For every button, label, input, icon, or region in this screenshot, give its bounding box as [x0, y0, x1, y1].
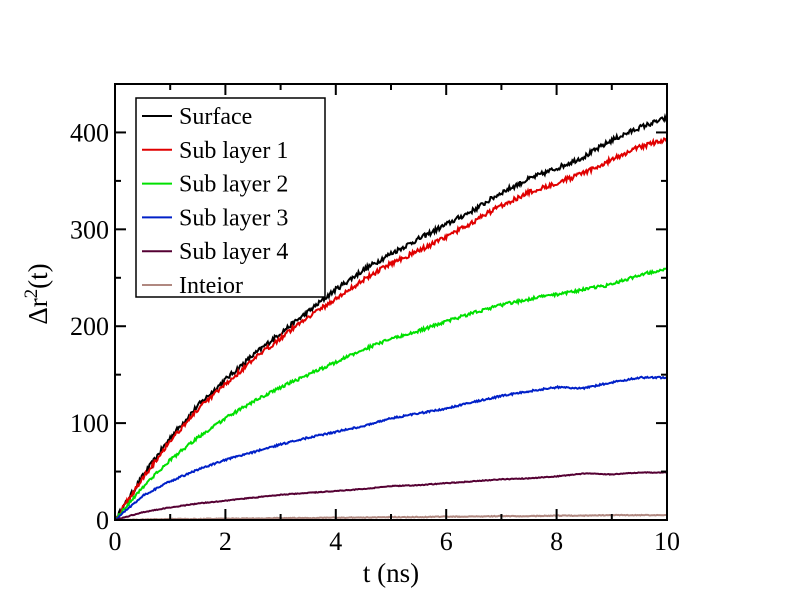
y-tick-label: 200	[70, 312, 109, 341]
x-tick-label: 2	[219, 527, 232, 556]
series-line-sub-layer-1	[114, 137, 668, 521]
x-tick-label: 6	[440, 527, 453, 556]
x-tick-label: 0	[109, 527, 122, 556]
x-axis-label: t (ns)	[363, 558, 419, 588]
legend-label-sub-layer-4: Sub layer 4	[179, 239, 288, 265]
series-line-sub-layer-3	[114, 375, 668, 521]
legend-label-sub-layer-2: Sub layer 2	[179, 172, 288, 198]
x-tick-label: 10	[654, 527, 680, 556]
legend-label-inteior: Inteior	[179, 273, 243, 299]
legend-box	[135, 97, 326, 298]
y-tick-label: 400	[70, 118, 109, 147]
legend-label-surface: Surface	[179, 104, 252, 130]
y-tick-label: 0	[96, 506, 109, 535]
legend-label-sub-layer-1: Sub layer 1	[179, 138, 288, 164]
x-tick-label: 8	[550, 527, 563, 556]
axis-ticks	[114, 84, 668, 521]
y-axis-label: Δr2(t)	[21, 263, 53, 324]
series-line-sub-layer-2	[114, 267, 668, 521]
y-tick-label: 300	[70, 215, 109, 244]
legend-label-sub-layer-3: Sub layer 3	[179, 205, 288, 231]
x-tick-label: 4	[329, 527, 342, 556]
legend: Surface Sub layer 1 Sub layer 2 Sub layer 3…	[135, 97, 326, 299]
y-tick-label: 100	[70, 409, 109, 438]
series-line-surface	[114, 112, 668, 521]
series-line-sub-layer-4	[114, 471, 668, 521]
